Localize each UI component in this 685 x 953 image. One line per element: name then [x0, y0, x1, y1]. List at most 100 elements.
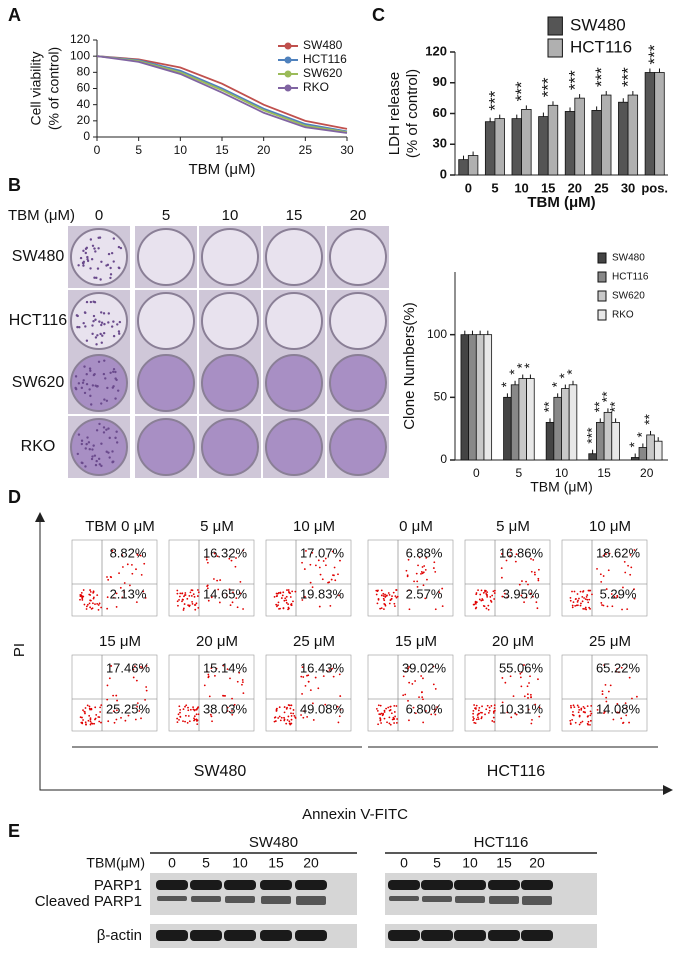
- bar: [545, 421, 555, 461]
- event: [489, 596, 492, 598]
- event: [206, 670, 208, 673]
- event: [319, 573, 322, 576]
- colony: [111, 460, 114, 464]
- colony: [91, 384, 95, 387]
- event: [282, 607, 285, 610]
- band: [225, 896, 255, 903]
- event: [306, 716, 309, 718]
- plot-frame: [265, 539, 352, 617]
- event: [529, 675, 531, 678]
- event: [213, 552, 216, 555]
- event: [283, 599, 286, 602]
- event: [582, 711, 585, 713]
- bar: [611, 421, 620, 461]
- event: [312, 719, 315, 721]
- event: [633, 597, 636, 600]
- event: [287, 607, 290, 610]
- plate: [137, 418, 195, 476]
- bar: [591, 110, 602, 176]
- event: [89, 723, 92, 726]
- event: [179, 708, 182, 711]
- event: [145, 689, 148, 692]
- event: [613, 595, 616, 598]
- event: [515, 553, 518, 556]
- colony: [108, 436, 111, 440]
- event: [123, 591, 126, 593]
- event: [420, 675, 423, 677]
- event: [182, 609, 185, 611]
- event: [520, 685, 523, 688]
- event: [280, 716, 283, 719]
- colony: [100, 341, 103, 344]
- x-tick-label: 20: [257, 143, 271, 157]
- x-tick-label: 5: [135, 143, 142, 157]
- event: [589, 714, 592, 717]
- significance: ***: [592, 67, 611, 87]
- event: [441, 605, 444, 608]
- event: [572, 710, 574, 713]
- event: [387, 592, 390, 594]
- event: [145, 665, 148, 667]
- event: [241, 683, 243, 686]
- event: [118, 572, 120, 575]
- event: [521, 580, 523, 582]
- event: [242, 608, 244, 610]
- event: [144, 698, 146, 701]
- event: [89, 606, 92, 609]
- event: [286, 589, 288, 591]
- event: [311, 586, 314, 589]
- colony: [112, 334, 116, 338]
- event: [526, 685, 529, 688]
- event: [472, 709, 475, 712]
- band: [191, 896, 221, 902]
- event: [80, 591, 83, 594]
- event: [537, 568, 540, 571]
- event: [112, 694, 115, 697]
- event: [179, 711, 181, 714]
- colony: [86, 257, 89, 261]
- event: [573, 590, 576, 593]
- event: [108, 677, 111, 680]
- event: [480, 717, 483, 720]
- colony: [83, 391, 87, 395]
- bar: [484, 121, 496, 176]
- colony: [88, 388, 91, 391]
- band: [156, 880, 188, 890]
- event: [600, 580, 603, 583]
- band: [224, 880, 256, 890]
- event: [531, 718, 533, 721]
- event: [81, 597, 84, 600]
- event: [79, 598, 81, 601]
- significance: *: [513, 363, 529, 369]
- event: [242, 692, 245, 694]
- bar: [654, 72, 665, 176]
- event: [218, 601, 221, 604]
- event: [480, 589, 483, 592]
- event: [477, 589, 479, 592]
- event: [276, 592, 279, 595]
- event: [287, 589, 290, 591]
- event: [534, 573, 536, 576]
- event: [89, 590, 92, 593]
- event: [422, 571, 425, 574]
- event: [628, 676, 631, 679]
- event: [487, 604, 490, 607]
- x-tick-label: 5: [516, 466, 523, 480]
- y-tick-label: 0: [83, 129, 90, 143]
- event: [484, 589, 487, 592]
- event: [286, 719, 289, 721]
- event: [569, 599, 572, 602]
- x-tick-label: pos.: [641, 180, 668, 195]
- y-axis-label: PI: [11, 643, 28, 657]
- event: [608, 552, 611, 555]
- event: [219, 579, 222, 581]
- arrow: [663, 785, 673, 795]
- event: [196, 719, 199, 722]
- upper-right-pct: 6.88%: [406, 545, 443, 560]
- band: [521, 880, 553, 890]
- colony: [95, 429, 99, 432]
- bar: [475, 334, 485, 461]
- group-label: SW480: [249, 834, 298, 851]
- event: [500, 567, 503, 570]
- event: [339, 708, 342, 711]
